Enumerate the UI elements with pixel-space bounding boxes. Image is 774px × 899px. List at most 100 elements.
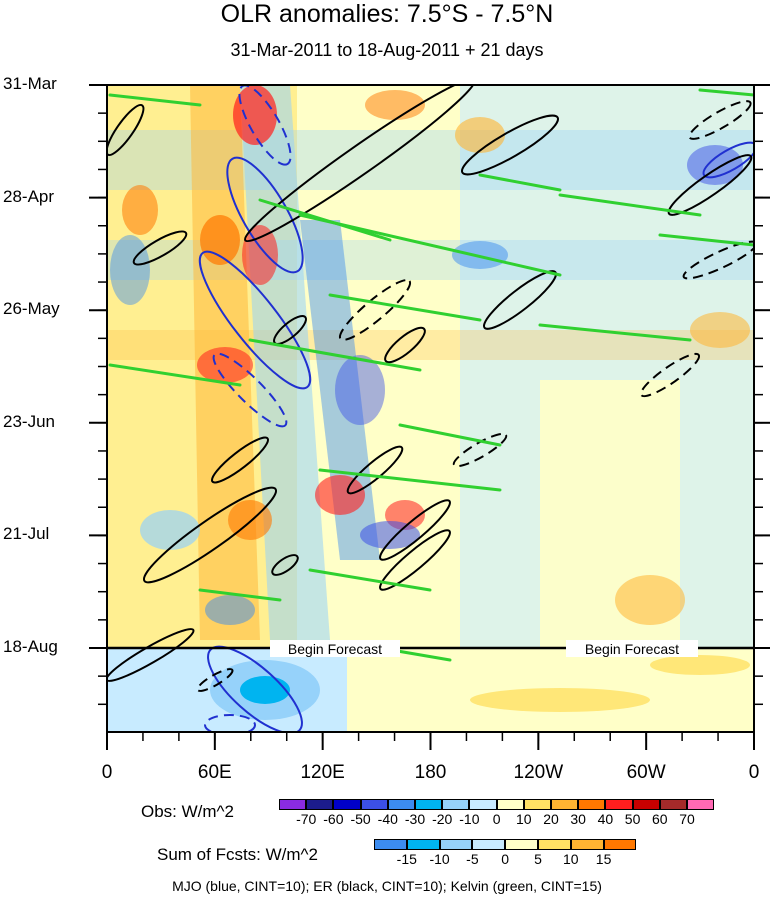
er-contour (639, 352, 701, 398)
colorbar-tick-label: -40 (377, 811, 398, 827)
kelvin-contour (538, 323, 692, 342)
colorbar-swatch (406, 839, 440, 850)
er-contour (196, 668, 234, 692)
x-tick-label: 60W (626, 762, 666, 783)
colorbar-tick-label: -70 (296, 811, 317, 827)
kelvin-contour (198, 588, 282, 602)
x-tick-label: 60E (197, 762, 232, 783)
kelvin-contour (248, 338, 422, 372)
forecast-label-bg (566, 640, 698, 657)
kelvin-contour (308, 568, 432, 592)
colorbar-tick-label: 30 (570, 811, 586, 827)
colorbar-swatch (333, 799, 361, 810)
colorbar-swatch (570, 839, 604, 850)
colorbar-swatch (415, 799, 443, 810)
er-contour (688, 100, 752, 140)
er-contour (384, 326, 426, 364)
colorbar-swatch (442, 799, 470, 810)
mjo-contour (238, 85, 292, 166)
er-contour (379, 529, 451, 591)
er-contour (132, 230, 188, 266)
obs-colorbar-label: Obs: W/m^2 (141, 802, 234, 821)
colorbar-tick-label: -60 (323, 811, 344, 827)
er-contour (338, 279, 412, 341)
colorbar-tick-label: -15 (396, 851, 417, 867)
chart-subtitle: 31-Mar-2011 to 18-Aug-2011 + 21 days (230, 40, 544, 60)
kelvin-contour (558, 193, 702, 217)
colorbar-tick-label: -10 (429, 851, 450, 867)
er-contour (460, 114, 560, 176)
colorbar-swatch (279, 799, 307, 810)
y-tick-label: 31-Mar (3, 74, 57, 93)
colorbar-tick-label: -20 (432, 811, 453, 827)
axis-ticks (89, 84, 770, 750)
forecast-label: Begin Forecast (288, 641, 382, 657)
colorbar-swatch (374, 839, 407, 850)
colorbar-tick-label: 20 (543, 811, 559, 827)
colorbar-tick-label: -50 (350, 811, 371, 827)
colorbar-tick-label: 10 (516, 811, 532, 827)
y-tick-label: 23-Jun (3, 411, 55, 431)
colorbar-swatch (551, 799, 579, 810)
forecast-label-bg (270, 640, 400, 657)
colorbar-tick-label: -10 (459, 811, 480, 827)
x-tick-label: 0 (748, 762, 760, 783)
forecast-field (107, 648, 754, 732)
contours (107, 85, 754, 732)
kelvin-contour (328, 293, 482, 322)
er-contour (271, 554, 299, 576)
colorbar-tick-label: 0 (492, 811, 501, 827)
kelvin-contours (108, 88, 754, 662)
kelvin-contour (398, 423, 502, 447)
colorbar-swatch (360, 799, 388, 810)
obs-field (107, 85, 754, 648)
kelvin-contour (108, 363, 242, 387)
y-tick-label: 26-May (3, 299, 60, 319)
mjo-contour (198, 250, 312, 390)
colorbar-swatch (659, 799, 687, 810)
colorbar-swatch (605, 799, 633, 810)
er-contour (452, 432, 508, 468)
y-tick-label: 21-Jul (3, 524, 50, 544)
er-contour (667, 154, 753, 216)
colorbar-swatch (538, 839, 571, 850)
y-tick-label: 18-Aug (3, 637, 58, 656)
colorbar-tick-label: -30 (404, 811, 426, 827)
colorbar-swatch (523, 799, 551, 810)
colorbar-tick-label: -5 (466, 851, 479, 867)
colorbar-tick-label: 40 (597, 811, 614, 827)
x-tick-label: 120W (513, 762, 564, 783)
x-tick-label: 0 (101, 762, 113, 783)
er-contour (142, 486, 278, 584)
kelvin-contour (108, 93, 202, 107)
colorbar-tick-label: 5 (534, 851, 542, 867)
colorbar-swatch (578, 799, 606, 810)
colorbar-tick-label: 15 (595, 851, 612, 867)
colorbar-swatch (603, 839, 637, 850)
chart-title: OLR anomalies: 7.5°S - 7.5°N (220, 0, 554, 28)
colorbar-swatch (306, 799, 334, 810)
colorbar-tick-label: 50 (624, 811, 641, 827)
kelvin-contour (478, 173, 562, 192)
er-contour (244, 85, 476, 243)
er-contour (483, 270, 557, 330)
y-tick-label: 28-Apr (3, 186, 55, 206)
colorbar-tick-label: 10 (563, 851, 579, 867)
mjo-contour (212, 352, 288, 428)
kelvin-contour (318, 468, 502, 492)
mjo-contour (226, 156, 304, 274)
kelvin-contour (698, 88, 754, 97)
colorbar-swatch (472, 839, 506, 850)
colorbar-swatch (439, 839, 473, 850)
colorbar-swatch (632, 799, 660, 810)
fcst-colorbar-label: Sum of Fcsts: W/m^2 (157, 845, 318, 864)
kelvin-contour (298, 213, 562, 277)
colorbar-tick-label: 70 (679, 811, 695, 827)
colorbar-tick-label: 0 (501, 851, 510, 867)
colorbar-swatch (687, 799, 715, 810)
forecast-label: Begin Forecast (585, 641, 679, 657)
x-tick-label: 180 (414, 762, 447, 783)
mjo-contour (702, 141, 754, 179)
colorbar-tick-label: 60 (652, 811, 668, 827)
